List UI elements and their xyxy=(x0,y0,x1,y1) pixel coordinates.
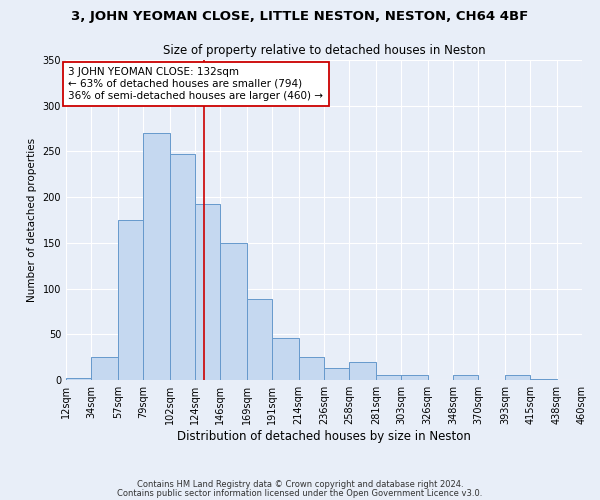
Bar xyxy=(530,379,557,380)
Bar xyxy=(401,374,428,380)
Bar xyxy=(272,338,299,380)
Bar xyxy=(247,298,272,380)
Bar xyxy=(453,376,478,380)
Bar xyxy=(376,374,401,380)
Text: 3 JOHN YEOMAN CLOSE: 132sqm
← 63% of detached houses are smaller (794)
36% of se: 3 JOHN YEOMAN CLOSE: 132sqm ← 63% of det… xyxy=(68,68,323,100)
Bar xyxy=(324,368,349,380)
Bar xyxy=(170,154,195,380)
Bar xyxy=(505,376,530,380)
Title: Size of property relative to detached houses in Neston: Size of property relative to detached ho… xyxy=(163,44,485,58)
Text: Contains public sector information licensed under the Open Government Licence v3: Contains public sector information licen… xyxy=(118,489,482,498)
Bar xyxy=(143,133,170,380)
Bar xyxy=(299,357,324,380)
Bar xyxy=(349,362,376,380)
Bar xyxy=(66,378,91,380)
Text: 3, JOHN YEOMAN CLOSE, LITTLE NESTON, NESTON, CH64 4BF: 3, JOHN YEOMAN CLOSE, LITTLE NESTON, NES… xyxy=(71,10,529,23)
Bar xyxy=(220,243,247,380)
Bar xyxy=(118,220,143,380)
Bar xyxy=(91,357,118,380)
Y-axis label: Number of detached properties: Number of detached properties xyxy=(27,138,37,302)
Text: Contains HM Land Registry data © Crown copyright and database right 2024.: Contains HM Land Registry data © Crown c… xyxy=(137,480,463,489)
X-axis label: Distribution of detached houses by size in Neston: Distribution of detached houses by size … xyxy=(177,430,471,443)
Bar xyxy=(195,204,220,380)
